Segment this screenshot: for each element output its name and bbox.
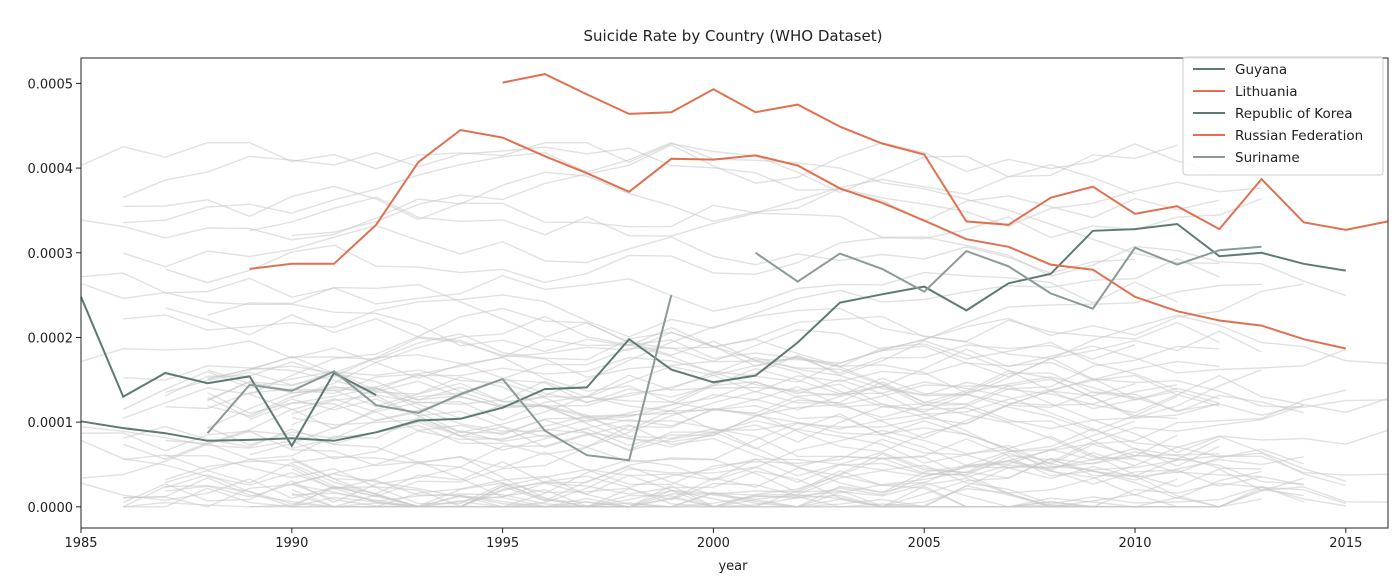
background-line bbox=[123, 144, 1178, 228]
background-line bbox=[122, 404, 1304, 504]
background-line bbox=[249, 314, 1389, 456]
background-line bbox=[80, 141, 1136, 195]
series-line-lithuania bbox=[502, 73, 1389, 231]
y-tick-label: 0.0005 bbox=[28, 77, 74, 92]
y-tick-label: 0.0003 bbox=[28, 247, 74, 262]
y-tick-label: 0.0004 bbox=[28, 162, 74, 177]
background-line bbox=[207, 345, 1220, 402]
background-line bbox=[291, 386, 1262, 470]
background-line bbox=[165, 455, 1136, 508]
plot-frame bbox=[80, 57, 1389, 529]
y-tick-label: 0.0002 bbox=[28, 331, 74, 346]
y-tick-label: 0.0000 bbox=[28, 501, 74, 516]
background-line bbox=[80, 402, 1304, 474]
legend-label: Suriname bbox=[1235, 150, 1300, 166]
background-line bbox=[249, 369, 1262, 436]
background-line bbox=[207, 371, 1178, 422]
background-line bbox=[80, 282, 1178, 417]
x-tick-label: 1985 bbox=[64, 536, 97, 551]
background-line bbox=[207, 340, 1136, 403]
series-line-suriname bbox=[206, 294, 673, 462]
background-line bbox=[165, 460, 1346, 508]
background-line bbox=[249, 196, 1347, 297]
x-tick-label: 2005 bbox=[908, 536, 941, 551]
x-tick-label: 1990 bbox=[275, 536, 308, 551]
legend-label: Guyana bbox=[1235, 62, 1287, 78]
legend-label: Republic of Korea bbox=[1235, 106, 1353, 122]
chart-title: Suicide Rate by Country (WHO Dataset) bbox=[584, 27, 883, 45]
background-line bbox=[80, 271, 1178, 312]
background-line bbox=[80, 424, 1178, 494]
series-line-guyana bbox=[80, 296, 377, 448]
background-line bbox=[122, 307, 1220, 419]
legend-box bbox=[1182, 56, 1384, 176]
series-lines bbox=[80, 73, 1389, 462]
series-line-suriname bbox=[755, 245, 1262, 310]
background-line bbox=[122, 224, 1136, 275]
background-line bbox=[122, 395, 1262, 500]
background-line bbox=[207, 355, 1178, 432]
background-line bbox=[207, 374, 1220, 443]
legend-label: Lithuania bbox=[1235, 84, 1298, 100]
background-line bbox=[291, 141, 1220, 237]
x-tick-label: 2015 bbox=[1329, 536, 1362, 551]
series-line-republic-of-korea bbox=[80, 222, 1346, 442]
background-line bbox=[122, 146, 1220, 223]
background-line bbox=[80, 171, 1262, 241]
background-line bbox=[165, 451, 1389, 508]
background-line bbox=[207, 369, 1220, 508]
background-line bbox=[123, 257, 1220, 338]
background-line bbox=[207, 283, 1220, 350]
y-axis: 0.0000 0.0001 0.0002 0.0003 0.0004 0.0005 bbox=[28, 77, 81, 516]
background-lines bbox=[80, 141, 1389, 508]
x-tick-label: 1995 bbox=[486, 536, 519, 551]
x-axis-label: year bbox=[718, 559, 748, 574]
y-tick-label: 0.0001 bbox=[28, 416, 74, 431]
background-line bbox=[123, 425, 1220, 485]
x-tick-label: 2000 bbox=[697, 536, 730, 551]
background-line bbox=[123, 141, 1220, 264]
background-line bbox=[165, 198, 1262, 284]
legend: Guyana Lithuania Republic of Korea Russian … bbox=[1182, 56, 1384, 176]
background-line bbox=[165, 458, 1304, 508]
background-line bbox=[123, 378, 1220, 498]
x-tick-label: 2010 bbox=[1118, 536, 1151, 551]
series-line-russian-federation bbox=[249, 128, 1347, 350]
background-line bbox=[80, 429, 1304, 508]
x-axis: 1985 1990 1995 2000 2005 2010 2015 bbox=[64, 528, 1362, 551]
background-line bbox=[291, 411, 1389, 503]
legend-label: Russian Federation bbox=[1235, 128, 1363, 144]
